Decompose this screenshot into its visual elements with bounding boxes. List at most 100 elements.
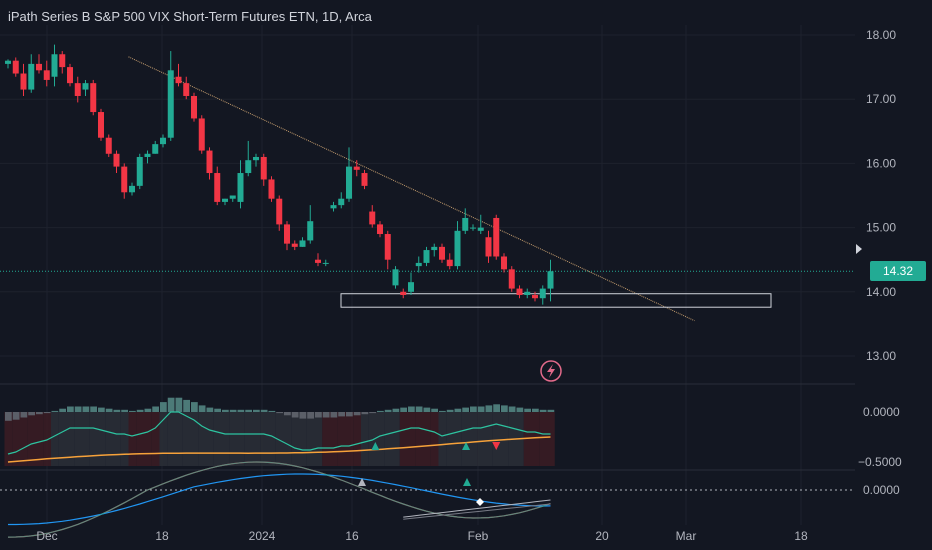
candle-body	[36, 63, 42, 71]
candle-body	[384, 234, 391, 260]
time-tick-label: 18	[794, 529, 808, 543]
osc1-bg-column	[314, 412, 323, 466]
candle-body	[477, 227, 484, 231]
oscillator-pane-2	[0, 461, 855, 538]
osc1-hist-bar	[346, 412, 353, 417]
osc1-hist-bar	[338, 412, 345, 417]
osc1-bg-column	[198, 412, 206, 466]
osc1-hist-bar	[253, 409, 260, 412]
trendline[interactable]	[128, 56, 695, 322]
osc1-hist-bar	[105, 408, 113, 412]
osc1-hist-bar	[446, 409, 454, 412]
osc1-hist-bar	[113, 409, 121, 412]
candle-body	[361, 173, 368, 186]
osc1-hist-bar	[67, 406, 74, 412]
osc1-tick-label: 0.0000	[863, 405, 900, 419]
osc2-marker-diamond	[476, 498, 484, 506]
osc1-hist-bar	[315, 412, 322, 418]
osc1-hist-bar	[322, 412, 330, 418]
osc1-bg-column	[82, 412, 90, 466]
osc1-bg-column	[461, 412, 470, 466]
osc1-signal-up	[371, 442, 380, 450]
osc1-bg-column	[221, 412, 230, 466]
candle-body	[198, 118, 205, 151]
candle-body	[400, 291, 407, 296]
osc1-signal-down	[492, 442, 501, 450]
osc1-hist-bar	[462, 407, 469, 412]
candle-body	[493, 217, 500, 257]
candle-body	[516, 288, 523, 296]
osc1-hist-bar	[198, 405, 206, 412]
osc1-hist-bar	[222, 409, 229, 412]
osc1-hist-bar	[260, 409, 268, 412]
candle-body	[299, 240, 306, 247]
candle-body	[121, 166, 128, 193]
osc1-hist-bar	[516, 407, 524, 412]
osc1-bg-column	[237, 412, 245, 466]
candle-body	[105, 137, 112, 154]
osc1-bg-column	[167, 412, 175, 466]
osc1-bg-column	[20, 412, 28, 466]
time-axis[interactable]: Dec 18 2024 16 Feb 20 Mar 18	[36, 529, 808, 543]
candle-body	[253, 156, 259, 161]
osc1-hist-bar	[276, 412, 283, 414]
osc1-bg-column	[260, 412, 268, 466]
osc1-bg-column	[353, 412, 361, 466]
candle-body	[129, 185, 135, 193]
osc1-hist-bar	[547, 409, 555, 412]
osc1-hist-bar	[454, 408, 462, 412]
osc1-hist-bar	[43, 412, 51, 414]
price-axis[interactable]: 18.00 17.00 16.00 15.00 14.00 13.00 0.0000 −0.5…	[858, 28, 902, 497]
candle-body	[346, 166, 352, 199]
osc1-bg-column	[306, 412, 315, 466]
candle-body	[330, 205, 337, 209]
candle-body	[183, 83, 190, 96]
osc1-bg-column	[392, 412, 400, 466]
chart-title: iPath Series B S&P 500 VIX Short-Term Fu…	[8, 9, 372, 24]
candle-body	[136, 156, 143, 186]
candle-body	[5, 60, 11, 64]
candle-body	[74, 83, 81, 96]
scroll-arrow-icon[interactable]	[856, 244, 862, 254]
candle-body	[315, 259, 321, 263]
alert-icon[interactable]	[540, 360, 562, 382]
osc1-hist-bar	[415, 406, 423, 412]
candle-body	[539, 288, 546, 299]
osc1-hist-bar	[284, 412, 291, 416]
osc1-hist-bar	[36, 412, 43, 415]
osc1-hist-bar	[377, 410, 384, 412]
candle-body	[439, 246, 445, 260]
candle-body	[144, 153, 151, 157]
candle-body	[51, 54, 58, 77]
osc1-hist-bar	[12, 412, 20, 420]
osc1-hist-bar	[539, 409, 547, 412]
time-tick-label: 18	[155, 529, 169, 543]
osc2-marker-up	[358, 478, 366, 486]
osc1-hist-bar	[330, 412, 338, 418]
osc1-hist-bar	[229, 409, 237, 412]
osc1-hist-bar	[160, 402, 167, 412]
osc1-bg-column	[523, 412, 532, 466]
osc1-bg-column	[446, 412, 454, 466]
osc1-bg-column	[74, 412, 82, 466]
osc2-tick-label: 0.0000	[863, 483, 900, 497]
candle-body	[322, 262, 329, 264]
osc1-hist-bar	[307, 412, 314, 419]
candle-body	[353, 166, 360, 170]
osc1-hist-bar	[470, 406, 477, 412]
candle-body	[260, 156, 267, 180]
osc1-hist-bar	[175, 397, 183, 412]
candle-body	[20, 73, 27, 90]
osc1-bg-column	[268, 412, 276, 466]
support-box[interactable]	[340, 293, 772, 308]
candle-body	[43, 70, 50, 80]
osc1-hist-bar	[532, 408, 539, 412]
osc1-hist-bar	[485, 405, 493, 412]
osc1-hist-bar	[439, 410, 446, 412]
osc1-bg-column	[144, 412, 152, 466]
candle-body	[485, 237, 492, 257]
candle-body	[423, 250, 430, 263]
osc1-hist-bar	[493, 404, 500, 412]
candle-body	[291, 243, 298, 247]
